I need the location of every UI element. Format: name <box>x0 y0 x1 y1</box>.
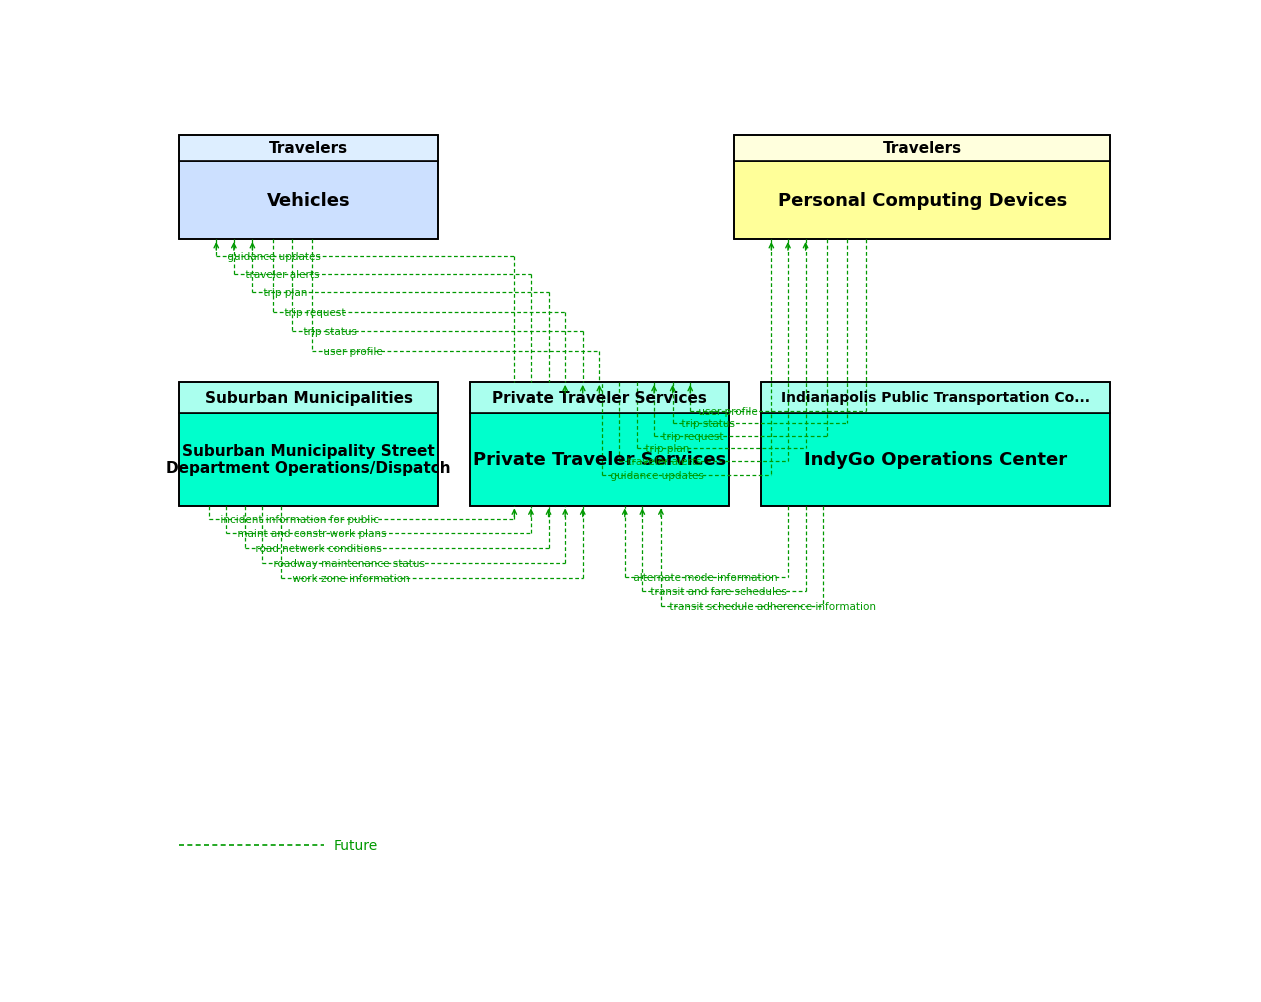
Text: ·maint and constr work plans: ·maint and constr work plans <box>233 529 386 539</box>
Bar <box>179 383 438 414</box>
Text: Travelers: Travelers <box>883 141 962 156</box>
Text: Suburban Municipality Street
Department Operations/Dispatch: Suburban Municipality Street Department … <box>166 444 451 476</box>
Text: ·user profile: ·user profile <box>695 406 758 416</box>
Text: Indianapolis Public Transportation Co...: Indianapolis Public Transportation Co... <box>781 391 1090 405</box>
Text: ·guidance updates: ·guidance updates <box>224 252 322 262</box>
Text: ·transit and fare schedules: ·transit and fare schedules <box>647 586 787 596</box>
Text: ·road network conditions: ·road network conditions <box>252 543 382 553</box>
Text: ·trip plan: ·trip plan <box>642 444 690 454</box>
Text: ·trip request: ·trip request <box>281 308 346 318</box>
Text: Private Traveler Services: Private Traveler Services <box>473 451 726 469</box>
Bar <box>470 414 729 506</box>
Text: ·traveler alerts: ·traveler alerts <box>242 270 319 280</box>
Text: Private Traveler Services: Private Traveler Services <box>492 391 707 406</box>
Bar <box>470 383 729 506</box>
Text: Personal Computing Devices: Personal Computing Devices <box>778 191 1067 209</box>
Bar <box>470 383 729 414</box>
Text: ·guidance updates: ·guidance updates <box>608 470 704 480</box>
Text: ·user profile: ·user profile <box>320 347 382 357</box>
Text: ·trip status: ·trip status <box>300 327 357 337</box>
Text: Suburban Municipalities: Suburban Municipalities <box>204 391 412 406</box>
Bar <box>760 414 1111 506</box>
Bar <box>179 161 438 239</box>
Text: ·incident information for public: ·incident information for public <box>217 514 380 524</box>
Bar <box>734 161 1111 239</box>
Bar <box>734 135 1111 239</box>
Text: IndyGo Operations Center: IndyGo Operations Center <box>805 451 1067 469</box>
Bar <box>179 135 438 161</box>
Bar <box>760 383 1111 506</box>
Bar <box>179 383 438 506</box>
Text: ·work zone information: ·work zone information <box>289 573 410 583</box>
Text: ·traveler alerts: ·traveler alerts <box>624 457 701 467</box>
Bar <box>734 135 1111 161</box>
Text: Future: Future <box>333 839 378 853</box>
Text: ·alternate mode information: ·alternate mode information <box>629 572 777 582</box>
Text: Vehicles: Vehicles <box>267 191 351 209</box>
Bar <box>179 135 438 239</box>
Bar <box>760 383 1111 414</box>
Text: ·transit schedule adherence information: ·transit schedule adherence information <box>666 601 876 611</box>
Text: Travelers: Travelers <box>269 141 348 156</box>
Text: ·roadway maintenance status: ·roadway maintenance status <box>270 558 425 568</box>
Text: ·trip status: ·trip status <box>677 419 735 429</box>
Text: ·trip plan: ·trip plan <box>260 288 308 298</box>
Text: ·trip request: ·trip request <box>660 432 724 442</box>
Bar <box>179 414 438 506</box>
